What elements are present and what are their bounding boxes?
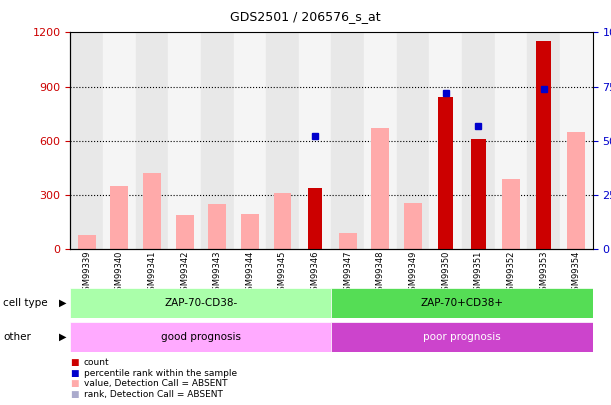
Bar: [175, 215, 194, 249]
Bar: [430, 32, 462, 249]
Bar: [331, 288, 593, 318]
Text: other: other: [3, 332, 31, 342]
Text: ■: ■: [70, 379, 79, 388]
Bar: [471, 139, 486, 249]
Bar: [560, 32, 593, 249]
Bar: [502, 179, 520, 249]
Text: ZAP-70-CD38-: ZAP-70-CD38-: [164, 298, 238, 308]
Bar: [110, 186, 128, 249]
Text: value, Detection Call = ABSENT: value, Detection Call = ABSENT: [84, 379, 227, 388]
Bar: [439, 97, 453, 249]
Bar: [78, 234, 95, 249]
Text: poor prognosis: poor prognosis: [423, 332, 501, 342]
Bar: [136, 32, 168, 249]
Text: ■: ■: [70, 369, 79, 377]
Bar: [397, 32, 430, 249]
Bar: [495, 32, 527, 249]
Bar: [331, 322, 593, 352]
Bar: [233, 32, 266, 249]
Text: ZAP-70+CD38+: ZAP-70+CD38+: [420, 298, 503, 308]
Text: GDS2501 / 206576_s_at: GDS2501 / 206576_s_at: [230, 10, 381, 23]
Bar: [462, 32, 495, 249]
Bar: [143, 173, 161, 249]
Text: percentile rank within the sample: percentile rank within the sample: [84, 369, 237, 377]
Bar: [568, 132, 585, 249]
Bar: [364, 32, 397, 249]
Bar: [308, 188, 323, 249]
Bar: [70, 322, 331, 352]
Text: count: count: [84, 358, 109, 367]
Bar: [371, 128, 389, 249]
Bar: [404, 203, 422, 249]
Text: cell type: cell type: [3, 298, 48, 308]
Text: rank, Detection Call = ABSENT: rank, Detection Call = ABSENT: [84, 390, 222, 399]
Bar: [201, 32, 233, 249]
Bar: [266, 32, 299, 249]
Bar: [527, 32, 560, 249]
Bar: [536, 40, 551, 249]
Bar: [70, 32, 103, 249]
Text: good prognosis: good prognosis: [161, 332, 241, 342]
Bar: [103, 32, 136, 249]
Bar: [331, 32, 364, 249]
Text: ■: ■: [70, 390, 79, 399]
Bar: [168, 32, 201, 249]
Bar: [241, 214, 259, 249]
Bar: [274, 193, 291, 249]
Bar: [70, 288, 331, 318]
Text: ■: ■: [70, 358, 79, 367]
Bar: [299, 32, 331, 249]
Bar: [339, 233, 357, 249]
Text: ▶: ▶: [59, 298, 66, 308]
Text: ▶: ▶: [59, 332, 66, 342]
Bar: [208, 204, 226, 249]
